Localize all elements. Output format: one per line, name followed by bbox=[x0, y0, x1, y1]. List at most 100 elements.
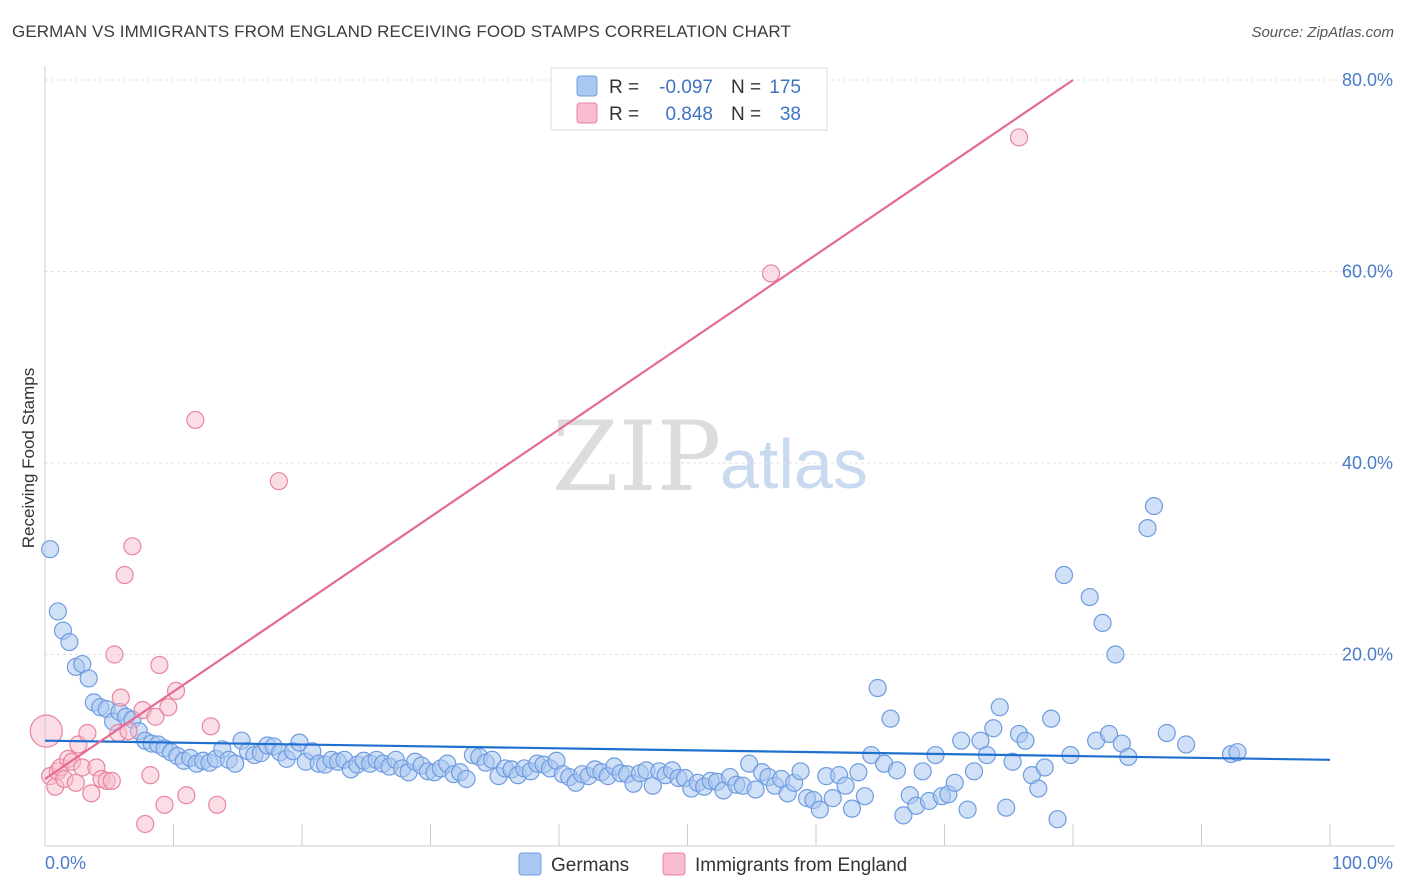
germans-point bbox=[79, 669, 98, 688]
gridlines bbox=[45, 79, 1395, 655]
germans-point bbox=[894, 806, 913, 825]
england-point bbox=[269, 472, 288, 491]
trend-lines bbox=[44, 79, 1331, 780]
germans-point bbox=[41, 540, 60, 559]
germans-point bbox=[855, 787, 874, 806]
germans-point bbox=[1003, 752, 1022, 771]
series-england bbox=[29, 128, 1029, 834]
correlation-legend: R = -0.097 N = 175 R = 0.848 N = 38 bbox=[550, 67, 828, 131]
germans-point bbox=[1106, 645, 1125, 664]
germans-point bbox=[945, 773, 964, 792]
legend-n-label-england: N = bbox=[731, 104, 761, 125]
england-point bbox=[29, 714, 63, 748]
series-germans bbox=[41, 496, 1247, 829]
germans-point bbox=[1099, 724, 1119, 744]
germans-point bbox=[48, 602, 67, 621]
germans-point bbox=[887, 761, 907, 780]
germans-point bbox=[913, 762, 932, 781]
legend-r-value-germans: -0.097 bbox=[659, 77, 713, 98]
bottom-legend-england: Immigrants from England bbox=[695, 855, 907, 876]
germans-point bbox=[60, 632, 79, 652]
germans-point bbox=[1029, 779, 1048, 798]
y-tick-label-80: 80.0% bbox=[1342, 70, 1393, 90]
legend-n-value-germans: 175 bbox=[769, 77, 801, 98]
germans-point bbox=[226, 754, 245, 773]
x-tick-label-max: 100.0% bbox=[1332, 853, 1393, 873]
england-point bbox=[66, 773, 85, 792]
watermark-atlas: atlas bbox=[720, 425, 868, 503]
germans-point bbox=[1157, 723, 1176, 743]
germans-point bbox=[958, 800, 977, 819]
germans-point bbox=[881, 709, 900, 728]
legend-r-label-germans: R = bbox=[609, 77, 639, 98]
germans-point bbox=[823, 789, 842, 808]
germans-point bbox=[1035, 758, 1054, 777]
germans-point bbox=[457, 769, 476, 789]
germans-point bbox=[1048, 810, 1067, 829]
england-point bbox=[177, 786, 196, 805]
germans-point bbox=[862, 745, 881, 765]
source-label: Source: ZipAtlas.com bbox=[1251, 24, 1394, 41]
germans-point bbox=[997, 798, 1016, 817]
germans-point bbox=[990, 698, 1009, 717]
legend-r-value-england: 0.848 bbox=[665, 104, 713, 125]
england-point bbox=[136, 814, 155, 834]
england-point bbox=[141, 766, 160, 785]
germans-point bbox=[1042, 709, 1061, 728]
germans-point bbox=[984, 719, 1003, 738]
england-point bbox=[146, 707, 165, 726]
bottom-legend-swatch-england bbox=[662, 852, 686, 876]
bottom-legend-swatch-germans bbox=[518, 852, 542, 876]
y-tick-label-20: 20.0% bbox=[1342, 645, 1393, 665]
germans-point bbox=[1016, 731, 1035, 750]
england-point bbox=[1009, 128, 1029, 147]
y-tick-label-60: 60.0% bbox=[1342, 262, 1393, 282]
y-axis-label: Receiving Food Stamps bbox=[19, 368, 38, 548]
germans-point bbox=[1093, 613, 1112, 633]
germans-point bbox=[1138, 519, 1157, 538]
germans-point bbox=[868, 678, 887, 698]
germans-point bbox=[1176, 735, 1196, 754]
watermark-zip: ZIP bbox=[552, 401, 721, 513]
germans-point bbox=[1080, 587, 1099, 607]
england-point bbox=[201, 717, 220, 736]
legend-swatch-germans bbox=[576, 75, 598, 97]
bottom-legend-germans: Germans bbox=[551, 855, 629, 876]
england-point bbox=[159, 698, 178, 717]
x-tick-labels: 0.0% 100.0% bbox=[45, 853, 1393, 873]
germans-point bbox=[964, 762, 984, 781]
legend-swatch-england bbox=[576, 102, 598, 124]
germans-point bbox=[746, 780, 765, 799]
germans-point bbox=[952, 731, 971, 750]
england-point bbox=[78, 723, 97, 743]
england-point bbox=[186, 410, 205, 430]
england-point bbox=[82, 784, 101, 803]
series-legend: Germans Immigrants from England bbox=[518, 852, 907, 876]
england-point bbox=[761, 264, 781, 283]
y-tick-label-40: 40.0% bbox=[1342, 453, 1393, 473]
england-point bbox=[115, 565, 134, 585]
legend-r-label-england: R = bbox=[609, 104, 639, 125]
germans-point bbox=[1228, 743, 1247, 762]
germans-point bbox=[836, 776, 855, 795]
england-point bbox=[105, 645, 124, 664]
england-point bbox=[155, 795, 174, 814]
england-point bbox=[123, 537, 142, 556]
germans-point bbox=[810, 800, 829, 819]
england-point bbox=[111, 688, 130, 707]
germans-point bbox=[483, 750, 502, 769]
germans-point bbox=[740, 754, 759, 773]
germans-trend-line bbox=[44, 739, 1331, 761]
england-trend-line bbox=[44, 79, 1074, 780]
england-point bbox=[150, 655, 169, 675]
legend-n-value-england: 38 bbox=[780, 104, 801, 125]
england-point bbox=[208, 795, 227, 814]
germans-point bbox=[791, 762, 810, 781]
england-point bbox=[102, 771, 121, 790]
y-tick-labels: 20.0% 40.0% 60.0% 80.0% bbox=[1342, 70, 1393, 665]
germans-point bbox=[849, 763, 868, 782]
germans-point bbox=[1144, 496, 1164, 516]
germans-point bbox=[842, 799, 862, 818]
x-tick-label-min: 0.0% bbox=[45, 853, 86, 873]
